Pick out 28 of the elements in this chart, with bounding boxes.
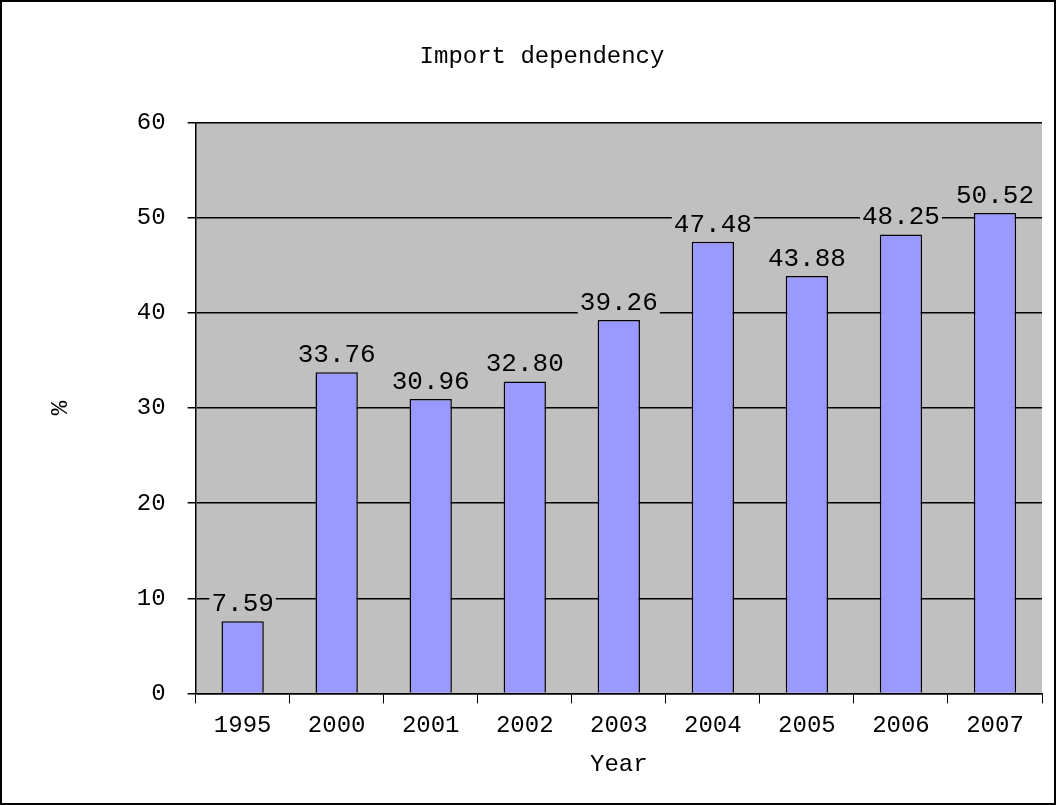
x-tick-label: 2003 [590, 712, 648, 740]
x-tick-label: 2006 [872, 712, 930, 740]
x-tick-label: 2002 [495, 712, 554, 740]
data-label: 47.48 [673, 209, 752, 240]
data-label: 43.88 [767, 243, 846, 274]
x-tick-label: 2001 [401, 712, 460, 740]
x-tick-label: 2000 [307, 712, 366, 740]
data-label: 39.26 [579, 287, 658, 318]
data-label: 50.52 [955, 180, 1034, 211]
x-tick-label: 1995 [213, 712, 272, 740]
chart-title: Import dependency [419, 42, 665, 70]
x-axis-title: Year [590, 750, 648, 778]
x-tick-label: 2004 [684, 712, 742, 740]
y-tick-label: 10 [136, 584, 166, 612]
y-tick-label: 40 [136, 299, 166, 327]
y-tick-label: 0 [151, 679, 166, 707]
y-axis-title: % [46, 400, 74, 416]
x-tick-label: 2005 [778, 712, 836, 740]
x-tick-label: 2007 [966, 712, 1024, 740]
data-label: 48.25 [861, 202, 940, 233]
y-tick-label: 30 [136, 394, 166, 422]
y-tick-label: 60 [136, 109, 166, 137]
data-label: 32.80 [485, 349, 564, 380]
y-tick-label: 50 [136, 204, 166, 232]
data-label: 30.96 [391, 366, 470, 397]
data-label: 33.76 [297, 340, 376, 371]
data-label: 7.59 [211, 589, 274, 620]
y-tick-label: 20 [136, 489, 166, 517]
